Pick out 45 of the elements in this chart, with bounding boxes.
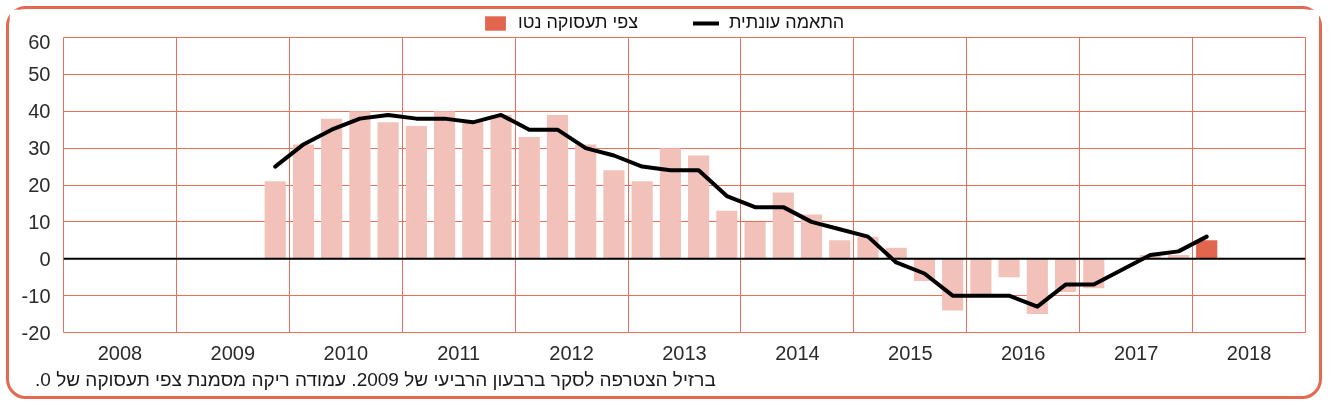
x-tick-label: 2014 bbox=[775, 341, 820, 364]
x-tick-label: 2009 bbox=[210, 341, 256, 364]
bar bbox=[970, 258, 992, 296]
legend-label: צפי תעסוקה נטו bbox=[518, 12, 638, 33]
x-tick-label: 2012 bbox=[549, 341, 594, 364]
x-tick-label: 2013 bbox=[662, 341, 707, 364]
y-tick-label: 30 bbox=[28, 137, 51, 160]
bar bbox=[659, 148, 681, 259]
bar bbox=[405, 126, 427, 259]
bar bbox=[490, 114, 512, 259]
x-tick-label: 2017 bbox=[1113, 341, 1159, 364]
text: ברזיל הצטרפה לסקר ברבעון הרביעי של 2009. עמודה ריקה מסמנת צפי תעסוקה של 0. bbox=[35, 368, 716, 392]
bar bbox=[349, 111, 371, 259]
x-tick-label: 2008 bbox=[97, 341, 143, 364]
x-tick-label: 2011 bbox=[437, 341, 481, 364]
y-tick-label: 10 bbox=[28, 210, 51, 233]
y-tick-label: 50 bbox=[28, 63, 51, 86]
y-tick-label: 0 bbox=[39, 247, 51, 270]
bar bbox=[603, 170, 625, 259]
bar bbox=[377, 122, 399, 259]
bar bbox=[546, 114, 569, 259]
bar bbox=[433, 111, 456, 259]
y-tick-label: -10 bbox=[21, 284, 51, 307]
bar bbox=[772, 192, 794, 259]
bar bbox=[716, 210, 738, 259]
y-tick-label: 20 bbox=[28, 174, 51, 196]
y-tick-label: 60 bbox=[28, 30, 51, 53]
bar bbox=[518, 137, 540, 259]
bar bbox=[829, 240, 851, 259]
x-tick-label: 2016 bbox=[1000, 341, 1046, 364]
x-tick-label: 2010 bbox=[323, 341, 369, 364]
legend-label: התאמה עונתית bbox=[728, 12, 845, 33]
bar bbox=[575, 144, 597, 259]
bar bbox=[264, 181, 286, 259]
x-tick-label: 2015 bbox=[888, 341, 933, 364]
bar bbox=[462, 122, 484, 259]
bar bbox=[292, 144, 315, 259]
bar bbox=[998, 258, 1020, 278]
bar bbox=[631, 181, 653, 259]
x-tick-label: 2018 bbox=[1226, 341, 1272, 364]
y-tick-label: 40 bbox=[28, 100, 51, 123]
bar bbox=[321, 118, 343, 259]
bar bbox=[744, 221, 766, 259]
y-tick-label: -20 bbox=[21, 321, 51, 344]
bar bbox=[688, 155, 710, 259]
